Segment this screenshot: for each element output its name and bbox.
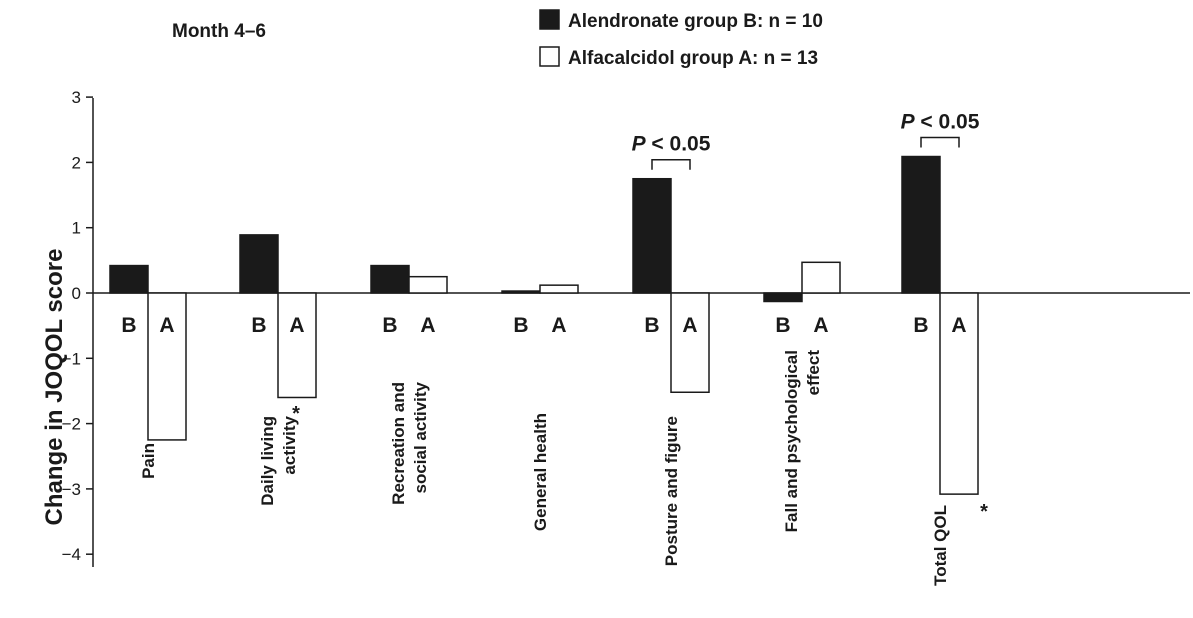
asterisk-marker: * <box>980 501 988 523</box>
bar-alfacalcidol <box>539 284 579 294</box>
y-tick-label: −1 <box>62 349 81 368</box>
category-label: social activity <box>411 381 430 493</box>
group-letter-a: A <box>289 314 304 337</box>
significance-label: P < 0.05 <box>901 111 980 134</box>
group-letter-b: B <box>382 314 397 337</box>
category-label: Total QOL <box>931 505 950 586</box>
bar-alfacalcidol <box>277 292 317 399</box>
bar-alfacalcidol <box>939 292 979 495</box>
bar-alendronate <box>901 155 941 294</box>
bar-alendronate <box>109 264 149 294</box>
y-tick-label: −4 <box>62 545 81 564</box>
legend: Alendronate group B: n = 10 Alfacalcidol… <box>539 9 823 69</box>
bar-alfacalcidol <box>147 292 187 441</box>
category-label: Pain <box>139 443 158 479</box>
bar-alfacalcidol <box>408 275 448 294</box>
category-label: Daily living <box>258 416 277 506</box>
bar-alendronate <box>763 292 803 303</box>
chart-subtitle: Month 4–6 <box>172 21 266 42</box>
group-letter-a: A <box>682 314 697 337</box>
annotations: P < 0.05 P < 0.05 * * <box>292 111 988 523</box>
y-axis-ticks: 3 2 1 0 −1 −2 −3 −4 <box>62 88 93 564</box>
group-letter-b: B <box>251 314 266 337</box>
bar-alfacalcidol <box>801 261 841 294</box>
bars <box>109 155 979 495</box>
category-label: effect <box>804 350 823 396</box>
significance-label: P < 0.05 <box>632 133 711 156</box>
y-tick-label: 2 <box>72 153 81 172</box>
asterisk-marker: * <box>292 403 300 425</box>
significance-bracket <box>920 136 960 148</box>
category-labels: Pain Daily living activity Recreation and so… <box>139 350 950 586</box>
y-tick-label: 1 <box>72 219 81 238</box>
legend-swatch-alendronate <box>539 9 560 30</box>
group-letter-b: B <box>775 314 790 337</box>
bar-alendronate <box>632 177 672 294</box>
group-letter-b: B <box>121 314 136 337</box>
category-label: activity <box>280 415 299 474</box>
legend-label-alfacalcidol: Alfacalcidol group A: n = 13 <box>568 48 818 69</box>
group-letter-a: A <box>813 314 828 337</box>
y-tick-label: −2 <box>62 415 81 434</box>
bar-alendronate <box>370 264 410 294</box>
category-label: Posture and figure <box>662 416 681 566</box>
bar-alendronate <box>239 234 279 294</box>
bar-alfacalcidol <box>670 292 710 394</box>
bar-alendronate <box>501 290 541 294</box>
group-letter-a: A <box>951 314 966 337</box>
group-letter-a: A <box>420 314 435 337</box>
group-letter-a: A <box>551 314 566 337</box>
legend-label-alendronate: Alendronate group B: n = 10 <box>568 11 823 32</box>
significance-bracket <box>651 158 691 170</box>
category-label: Fall and psychological <box>782 350 801 532</box>
category-label: Recreation and <box>389 382 408 505</box>
category-label: General health <box>531 413 550 531</box>
group-letter-b: B <box>644 314 659 337</box>
group-letter-b: B <box>913 314 928 337</box>
y-tick-label: −3 <box>62 480 81 499</box>
group-letter-b: B <box>513 314 528 337</box>
y-axis-label: Change in JOQOL score <box>41 249 68 526</box>
y-tick-label: 3 <box>72 88 81 107</box>
group-letter-a: A <box>159 314 174 337</box>
y-tick-label: 0 <box>72 284 81 303</box>
legend-swatch-alfacalcidol <box>539 46 560 67</box>
